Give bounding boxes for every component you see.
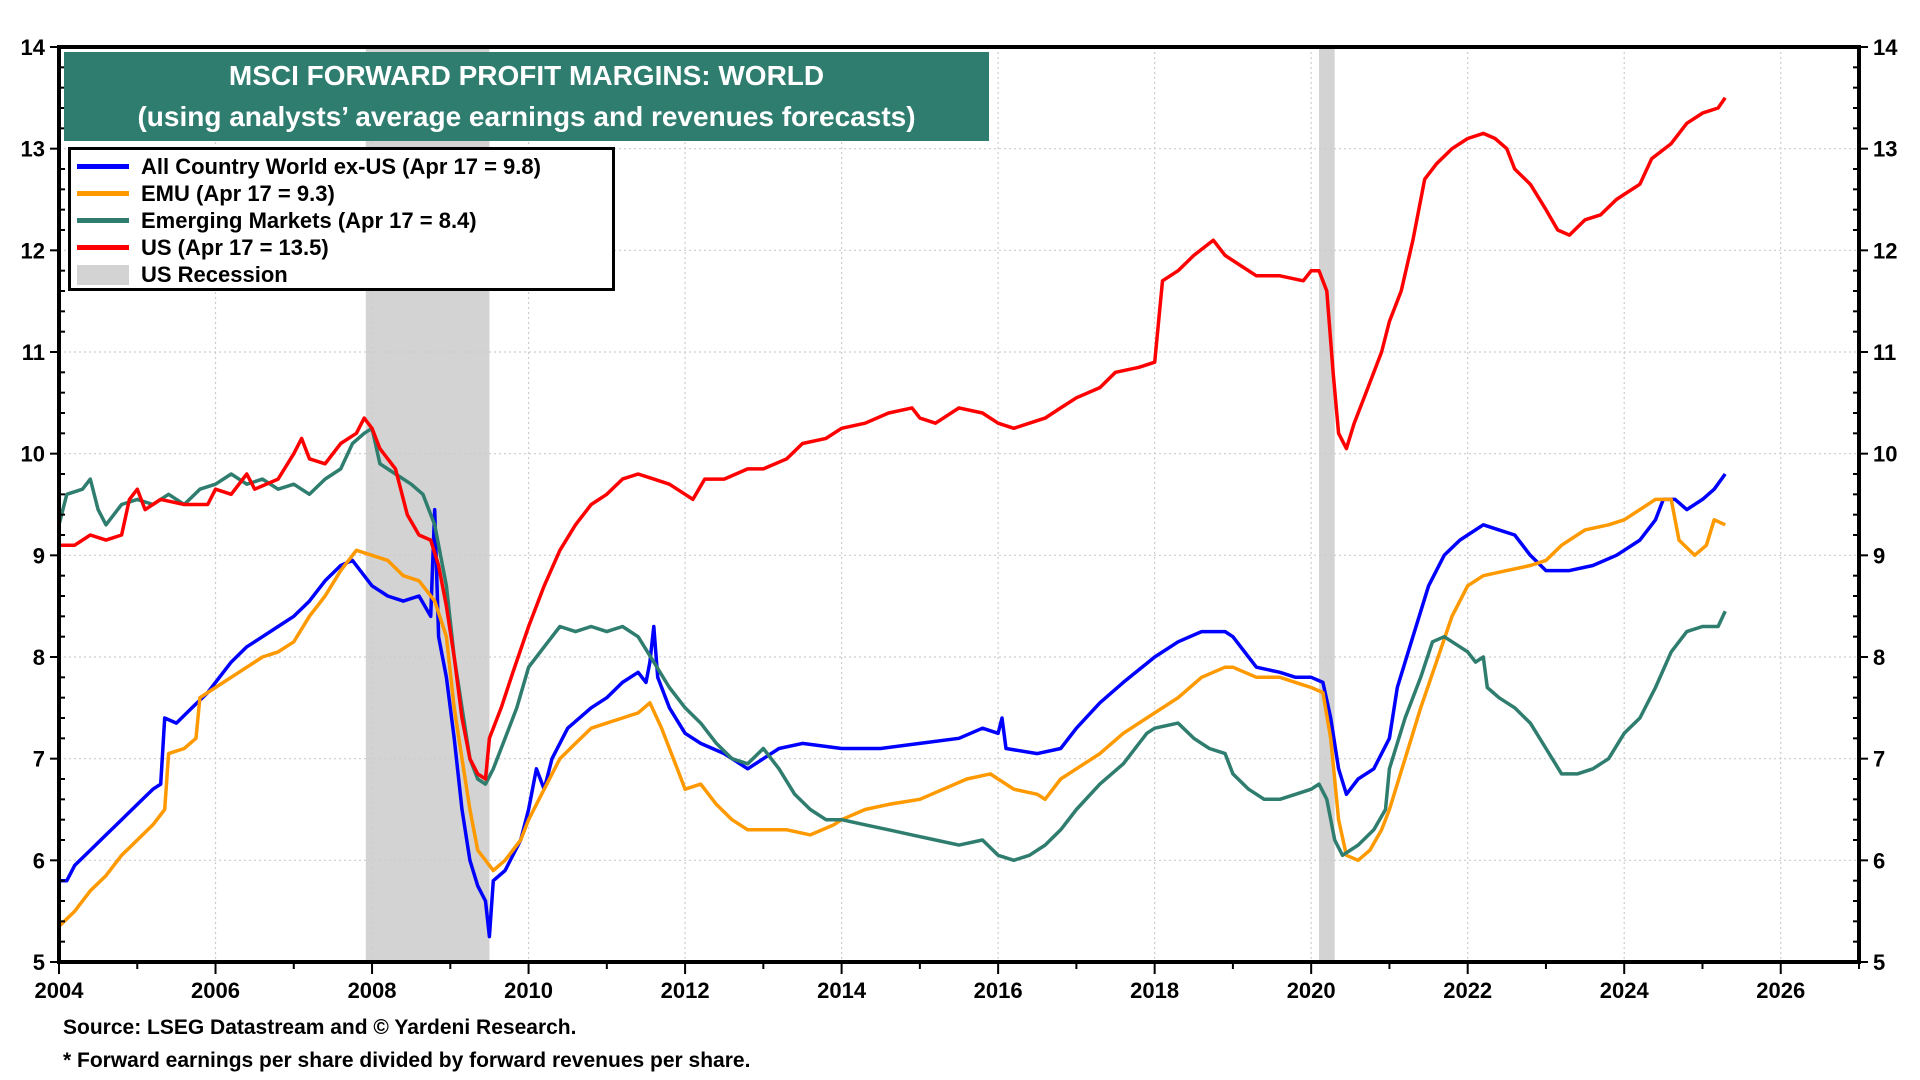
y-tick-label-left: 5 [33,950,45,975]
legend-label-us: US (Apr 17 = 13.5) [141,234,329,260]
legend-item-em: Emerging Markets (Apr 17 = 8.4) [77,207,612,234]
legend-swatch-emu [77,191,129,196]
y-tick-label-right: 14 [1873,35,1898,60]
chart-title: MSCI FORWARD PROFIT MARGINS: WORLD [228,60,825,91]
y-tick-label-left: 11 [22,340,45,365]
x-tick-label: 2010 [504,978,553,1003]
x-tick-label: 2008 [348,978,397,1003]
series-line-0 [59,472,1727,939]
legend-label-recession: US Recession [141,261,288,287]
gridlines [59,47,1859,962]
legend-item-emu: EMU (Apr 17 = 9.3) [77,180,612,207]
chart-title-box: MSCI FORWARD PROFIT MARGINS: WORLD (usin… [64,52,989,141]
plot-frame [57,45,1861,964]
legend: All Country World ex-US (Apr 17 = 9.8) E… [68,147,615,291]
legend-label-em: Emerging Markets (Apr 17 = 8.4) [141,207,477,233]
x-tick-label: 2018 [1130,978,1179,1003]
y-tick-label-right: 6 [1873,848,1885,873]
y-tick-label-right: 11 [1873,340,1896,365]
y-tick-label-left: 14 [21,35,46,60]
x-tick-label: 2006 [191,978,240,1003]
series-line-3 [59,96,1727,781]
legend-label-emu: EMU (Apr 17 = 9.3) [141,180,335,206]
y-tick-label-right: 5 [1873,950,1885,975]
y-tick-label-right: 12 [1873,238,1897,263]
x-tick-label: 2012 [661,978,710,1003]
legend-item-acwx: All Country World ex-US (Apr 17 = 9.8) [77,153,612,180]
x-tick-label: 2024 [1600,978,1650,1003]
chart-subtitle: (using analysts’ average earnings and re… [137,101,916,132]
y-tick-label-left: 8 [33,645,45,670]
x-tick-label: 2016 [974,978,1023,1003]
y-tick-label-left: 7 [33,747,45,772]
source-note: Source: LSEG Datastream and © Yardeni Re… [63,1016,577,1039]
legend-label-acwx: All Country World ex-US (Apr 17 = 9.8) [141,153,541,179]
x-tick-label: 2022 [1443,978,1492,1003]
definition-note: * Forward earnings per share divided by … [63,1049,751,1072]
series-lines [57,96,1727,939]
y-tick-label-left: 13 [21,137,45,162]
legend-swatch-acwx [77,164,129,169]
legend-item-recession: US Recession [77,261,612,288]
axes [50,45,1868,974]
series-line-2 [57,426,1727,863]
x-tick-label: 2014 [817,978,867,1003]
y-tick-label-right: 9 [1873,543,1885,568]
legend-swatch-recession [77,264,129,285]
series-line-1 [57,497,1726,928]
x-tick-label: 2020 [1287,978,1336,1003]
x-tick-label: 2004 [35,978,85,1003]
y-tick-label-left: 6 [33,848,45,873]
x-tick-label: 2026 [1756,978,1805,1003]
y-tick-label-right: 10 [1873,442,1897,467]
y-tick-label-left: 12 [21,238,45,263]
y-tick-label-right: 13 [1873,137,1897,162]
legend-swatch-us [77,245,129,250]
legend-item-us: US (Apr 17 = 13.5) [77,234,612,261]
tick-labels: 5 5 6 6 7 7 8 8 9 9 10 10 11 11 12 12 13 13 14 14 2004 2006 20… [21,35,1899,1003]
y-tick-label-right: 7 [1873,747,1885,772]
y-tick-label-right: 8 [1873,645,1885,670]
legend-swatch-em [77,218,129,223]
y-tick-label-left: 10 [21,442,45,467]
y-tick-label-left: 9 [33,543,45,568]
